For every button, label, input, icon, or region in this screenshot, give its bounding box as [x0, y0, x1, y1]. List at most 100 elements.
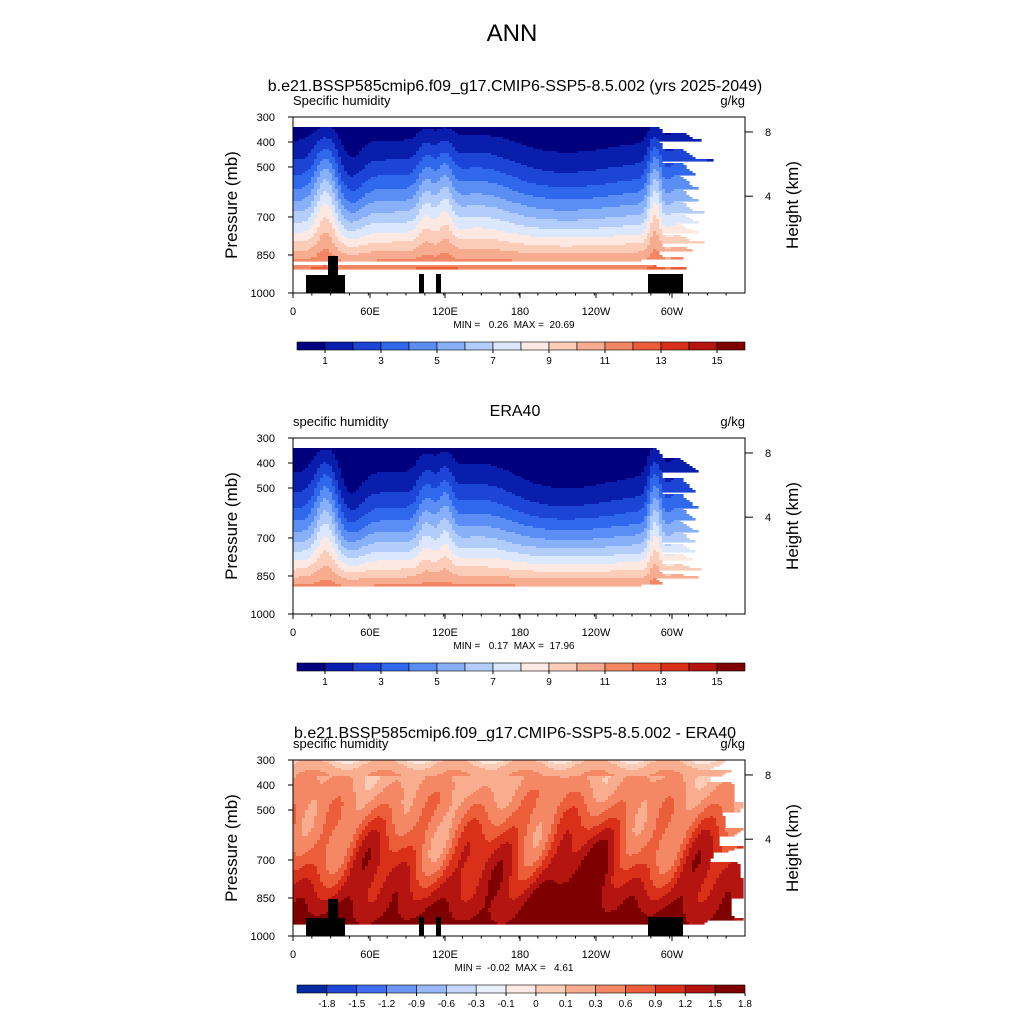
colorbar-swatch	[446, 984, 477, 994]
colorbar-label: 11	[600, 677, 611, 688]
panel-1: b.e21.BSSP585cmip6.f09_g17.CMIP6-SSP5-8.…	[222, 78, 802, 367]
y-tick-label: 500	[257, 162, 275, 174]
y-tick-label: 1000	[251, 931, 275, 943]
colorbar-swatch	[565, 984, 596, 994]
x-tick-label: 60E	[360, 627, 380, 639]
colorbar-label: 9	[546, 677, 552, 688]
y-axis-label: Pressure (mb)	[222, 794, 241, 902]
x-tick-label: 60E	[360, 949, 380, 961]
colorbar-swatch	[475, 984, 507, 994]
colorbar-swatch	[714, 984, 746, 994]
colorbar-swatch	[660, 341, 690, 351]
y-right-tick-label: 8	[765, 448, 771, 460]
colorbar-swatch	[632, 341, 662, 351]
colorbar-swatch	[416, 984, 447, 994]
colorbar-label: 13	[655, 356, 667, 367]
colorbar-swatch	[408, 662, 438, 672]
colorbar-swatch	[352, 341, 382, 351]
colorbar-swatch	[548, 662, 578, 672]
colorbar-swatch	[492, 341, 522, 351]
colorbar-swatch	[716, 662, 746, 672]
colorbar-label: 0.3	[589, 999, 603, 1010]
colorbar-label: 5	[434, 677, 440, 688]
colorbar-label: -0.9	[408, 999, 426, 1010]
panel-units-label: g/kg	[720, 736, 745, 751]
colorbar-label: 7	[490, 356, 496, 367]
colorbar-label: 0.9	[648, 999, 662, 1010]
colorbar-label: 13	[655, 677, 667, 688]
y-tick-label: 1000	[251, 288, 275, 300]
colorbar-swatch	[655, 984, 686, 994]
panel-variable-label: Specific humidity	[293, 93, 391, 108]
x-tick-label: 180	[511, 949, 529, 961]
panel-title: ERA40	[490, 403, 541, 420]
y-right-tick-label: 4	[765, 512, 771, 524]
colorbar-swatch	[548, 341, 578, 351]
colorbar-swatch	[576, 662, 606, 672]
panel-units-label: g/kg	[720, 414, 745, 429]
x-tick-label: 0	[290, 627, 296, 639]
panel-variable-label: specific humidity	[293, 414, 389, 429]
y-tick-label: 1000	[251, 609, 275, 621]
colorbar-swatch	[505, 984, 537, 994]
y-tick-label: 300	[257, 755, 275, 767]
x-tick-label: 180	[511, 306, 529, 318]
colorbar-swatch	[625, 984, 656, 994]
colorbar-label: 1	[322, 356, 328, 367]
y-right-axis-label: Height (km)	[783, 161, 802, 249]
y-tick-label: 500	[257, 483, 275, 495]
figure-title: ANN	[486, 20, 538, 47]
colorbar-swatch	[352, 662, 382, 672]
colorbar-label: 1	[322, 677, 328, 688]
x-tick-label: 120E	[432, 306, 458, 318]
colorbar-swatch	[386, 984, 417, 994]
colorbar-swatch	[324, 341, 354, 351]
x-tick-label: 60W	[661, 949, 684, 961]
contour-field	[293, 760, 744, 925]
panel-2: ERA40 specific humidity g/kg 0 60E 120E 180 120…	[222, 403, 802, 688]
y-tick-label: 500	[257, 805, 275, 817]
colorbar-swatch	[296, 984, 328, 994]
colorbar-swatch	[296, 662, 326, 672]
x-tick-label: 60W	[661, 306, 684, 318]
colorbar-swatch	[535, 984, 567, 994]
colorbar-swatch	[464, 662, 494, 672]
colorbar-label: 0.6	[619, 999, 633, 1010]
y-tick-label: 700	[257, 855, 275, 867]
y-right-tick-label: 4	[765, 191, 771, 203]
y-axis-label: Pressure (mb)	[222, 472, 241, 580]
colorbar-swatch	[660, 662, 690, 672]
colorbar-swatch	[604, 662, 634, 672]
panel-3: b.e21.BSSP585cmip6.f09_g17.CMIP6-SSP5-8.…	[222, 725, 802, 1010]
colorbar-swatch	[688, 662, 718, 672]
x-tick-label: 180	[511, 627, 529, 639]
colorbar-label: 3	[378, 677, 384, 688]
y-tick-label: 300	[257, 433, 275, 445]
colorbar-label: -0.1	[497, 999, 515, 1010]
y-right-tick-label: 4	[765, 834, 771, 846]
colorbar-swatch	[688, 341, 718, 351]
colorbar-swatch	[684, 984, 716, 994]
colorbar-label: 0	[533, 999, 539, 1010]
x-tick-label: 120W	[582, 306, 611, 318]
colorbar: 1 3 5 7 9 11 13 15	[296, 662, 746, 688]
colorbar-swatch	[436, 341, 466, 351]
panel-units-label: g/kg	[720, 93, 745, 108]
topography-mask	[306, 256, 683, 293]
min-max-label: MIN = 0.26 MAX = 20.69	[453, 320, 575, 331]
colorbar-swatch	[356, 984, 387, 994]
colorbar-swatch	[595, 984, 626, 994]
x-tick-label: 0	[290, 949, 296, 961]
y-axis-label: Pressure (mb)	[222, 151, 241, 259]
colorbar-label: 1.2	[678, 999, 692, 1010]
colorbar-label: -1.2	[378, 999, 396, 1010]
contour-field	[293, 127, 714, 270]
colorbar-swatch	[296, 341, 326, 351]
x-tick-label: 60W	[661, 627, 684, 639]
colorbar-swatch	[520, 662, 550, 672]
colorbar-label: 0.1	[559, 999, 573, 1010]
min-max-label: MIN = 0.17 MAX = 17.96	[453, 641, 575, 652]
colorbar-swatch	[436, 662, 466, 672]
